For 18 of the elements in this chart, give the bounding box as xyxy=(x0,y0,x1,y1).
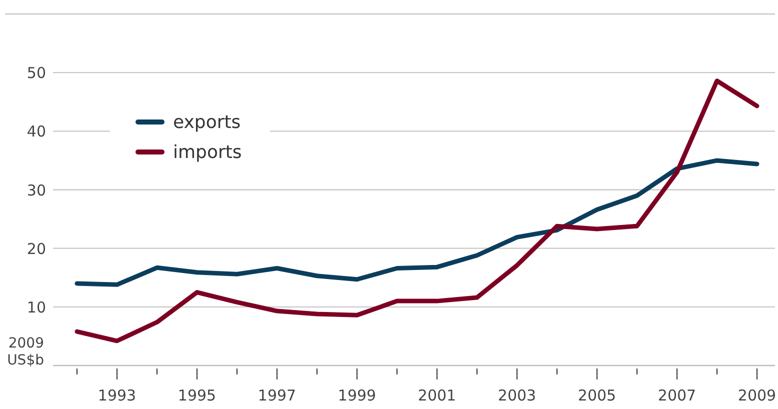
x-tick-label: 2003 xyxy=(498,386,536,404)
y-tick-label: 10 xyxy=(26,298,46,316)
y-tick-label: 50 xyxy=(26,64,46,82)
x-tick-label: 1999 xyxy=(338,386,376,404)
legend-label: exports xyxy=(173,112,241,133)
x-tick-label: 1997 xyxy=(258,386,296,404)
x-tick-label: 2007 xyxy=(658,386,696,404)
x-tick-label: 2001 xyxy=(418,386,456,404)
y-axis-title: 2009 US$b xyxy=(7,336,44,368)
x-tick-label: 1995 xyxy=(178,386,216,404)
line-series xyxy=(74,78,760,344)
y-tick-label: 20 xyxy=(26,240,46,258)
x-tick-label: 2005 xyxy=(578,386,616,404)
legend-label: imports xyxy=(173,142,242,163)
x-tick-label: 1993 xyxy=(98,386,136,404)
x-tick-label: 2009 xyxy=(738,386,776,404)
y-tick-label: 30 xyxy=(26,181,46,200)
y-tick-label: 40 xyxy=(26,122,46,141)
